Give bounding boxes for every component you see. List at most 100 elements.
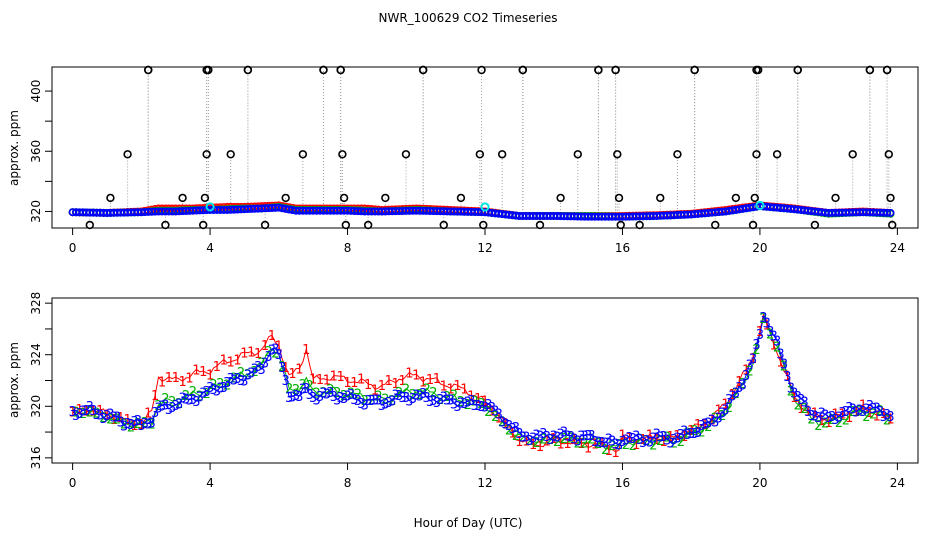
outlier-point: [202, 65, 211, 75]
bottom-y-tick-label: 328: [29, 292, 43, 315]
top-baseline-points: [68, 200, 895, 221]
series-point-label-1: 1: [378, 379, 386, 394]
series-point-label-3: 3: [536, 429, 544, 444]
bottom-series-labels: 1111111111111111111111111111111111111111…: [68, 311, 894, 461]
series-point-label-2: 2: [759, 312, 767, 327]
series-point-label-1: 1: [584, 442, 592, 457]
series-point-label-1: 1: [233, 354, 241, 369]
series-point-label-3: 3: [491, 405, 499, 420]
series-point-label-2: 2: [656, 434, 664, 449]
series-point-label-2: 2: [127, 421, 135, 436]
series-point-label-1: 1: [687, 424, 695, 439]
series-point-label-2: 2: [367, 394, 375, 409]
series-point-label-3: 3: [165, 403, 173, 418]
series-point-label-1: 1: [866, 406, 874, 421]
series-point-label-2: 2: [835, 416, 843, 431]
series-point-label-3: 3: [416, 390, 424, 405]
series-point-label-2: 2: [739, 377, 747, 392]
series-point-label-2: 2: [883, 413, 891, 428]
series-point-label-2: 2: [690, 424, 698, 439]
series-point-label-1: 1: [653, 433, 661, 448]
series-point-label-2: 2: [99, 411, 107, 426]
series-point-label-3: 3: [268, 343, 276, 358]
series-point-label-3: 3: [505, 419, 513, 434]
series-point-label-3: 3: [158, 400, 166, 415]
series-point-label-3: 3: [488, 401, 496, 416]
outlier-point: [752, 65, 761, 75]
series-point-label-1: 1: [110, 413, 118, 428]
top-x-tick-label: 4: [206, 241, 214, 255]
outlier-point: [339, 193, 349, 203]
series-point-label-2: 2: [257, 357, 265, 372]
series-point-label-1: 1: [852, 405, 860, 420]
series-point-label-3: 3: [178, 392, 186, 407]
series-point-label-3: 3: [608, 435, 616, 450]
series-point-label-3: 3: [237, 374, 245, 389]
series-point-label-3: 3: [797, 393, 805, 408]
outlier-point: [831, 193, 840, 203]
series-point-label-2: 2: [196, 390, 204, 405]
top-x-tick-label: 20: [752, 241, 767, 255]
series-point-label-3: 3: [532, 429, 540, 444]
series-point-label-1: 1: [529, 438, 537, 453]
series-point-label-3: 3: [873, 402, 881, 417]
series-point-label-1: 1: [501, 417, 509, 432]
cyan-point: [480, 202, 490, 212]
series-point-label-1: 1: [797, 402, 805, 417]
series-point-label-3: 3: [154, 401, 162, 416]
series-point-label-3: 3: [203, 385, 211, 400]
series-point-label-1: 1: [680, 430, 688, 445]
series-point-label-2: 2: [505, 424, 513, 439]
bottom-x-tick-label: 0: [69, 476, 77, 490]
series-point-label-2: 2: [553, 435, 561, 450]
series-point-label-3: 3: [783, 370, 791, 385]
series-point-label-3: 3: [519, 430, 527, 445]
series-point-label-1: 1: [673, 429, 681, 444]
series-point-label-3: 3: [106, 408, 114, 423]
series-point-label-3: 3: [721, 403, 729, 418]
series-point-label-3: 3: [787, 382, 795, 397]
series-point-label-3: 3: [570, 432, 578, 447]
outlier-point: [85, 220, 95, 230]
series-point-label-2: 2: [429, 386, 437, 401]
series-point-label-1: 1: [515, 435, 523, 450]
series-point-label-1: 1: [227, 356, 235, 371]
outlier-point: [336, 65, 345, 75]
series-point-label-1: 1: [96, 404, 104, 419]
bottom-y-axis: 316 320 324 328: [29, 292, 52, 469]
series-point-label-3: 3: [278, 361, 286, 376]
series-point-label-2: 2: [319, 386, 327, 401]
series-point-label-1: 1: [405, 366, 413, 381]
series-point-label-1: 1: [117, 411, 125, 426]
series-point-label-3: 3: [498, 415, 506, 430]
series-point-label-1: 1: [364, 378, 372, 393]
series-point-label-1: 1: [776, 356, 784, 371]
top-spike-lines: [89, 70, 893, 225]
series-point-label-3: 3: [117, 416, 125, 431]
series-point-label-3: 3: [264, 350, 272, 365]
series-point-label-3: 3: [392, 389, 400, 404]
series-point-label-3: 3: [770, 330, 778, 345]
series-point-label-3: 3: [766, 325, 774, 340]
series-point-label-1: 1: [82, 405, 90, 420]
series-point-label-3: 3: [385, 396, 393, 411]
series-point-label-3: 3: [419, 387, 427, 402]
series-point-label-2: 2: [684, 427, 692, 442]
series-point-label-3: 3: [828, 410, 836, 425]
series-point-label-1: 1: [591, 437, 599, 452]
series-point-label-1: 1: [137, 418, 145, 433]
series-point-label-3: 3: [831, 413, 839, 428]
series-point-label-3: 3: [666, 436, 674, 451]
series-point-label-2: 2: [800, 402, 808, 417]
series-point-label-2: 2: [581, 436, 589, 451]
series-point-label-3: 3: [649, 432, 657, 447]
outlier-point: [123, 150, 132, 159]
series-point-label-2: 2: [120, 418, 128, 433]
series-point-label-1: 1: [646, 428, 654, 443]
series-point-label-3: 3: [110, 411, 118, 426]
series-point-label-2: 2: [333, 386, 341, 401]
series-point-label-3: 3: [584, 429, 592, 444]
outlier-point: [535, 220, 545, 230]
outlier-point: [479, 220, 488, 230]
